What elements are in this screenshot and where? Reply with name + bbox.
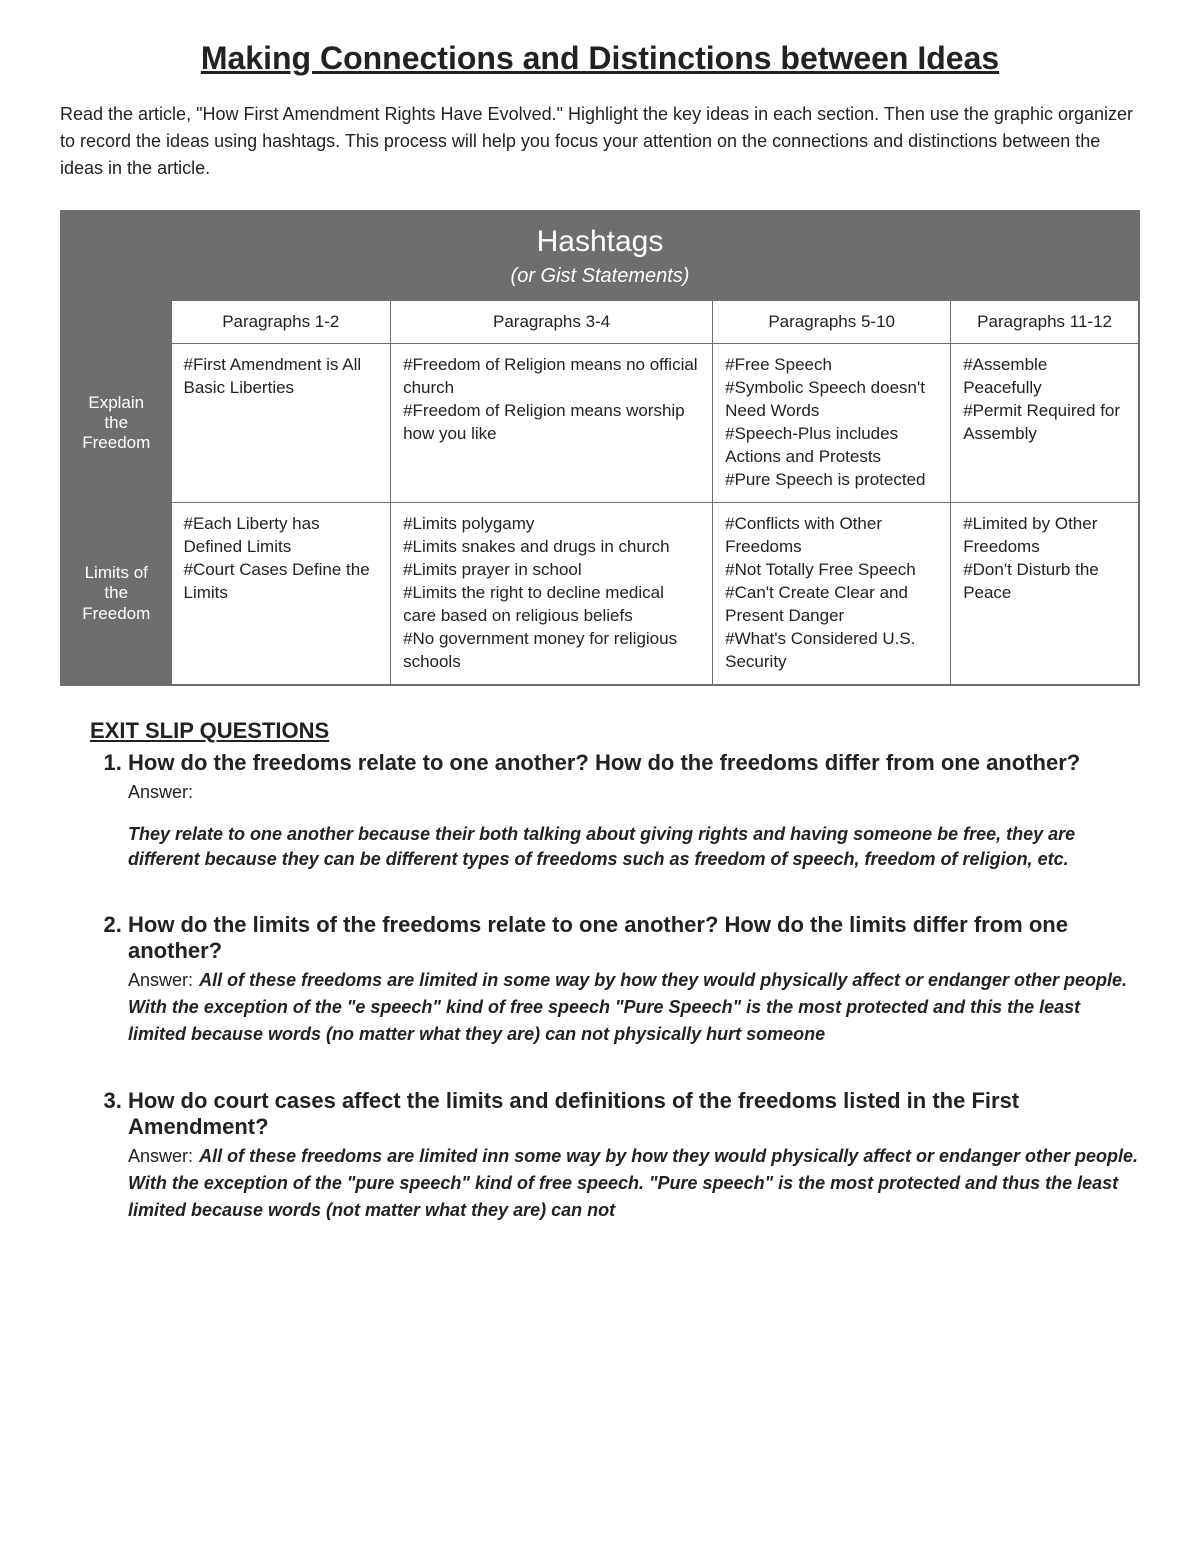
row-label-line: Freedom	[82, 433, 150, 452]
row-label-line: Explain	[88, 393, 144, 412]
row-label-line: Limits of	[85, 563, 148, 582]
questions-list: How do the freedoms relate to one anothe…	[100, 750, 1140, 1224]
table-column-header-row: Paragraphs 1-2 Paragraphs 3-4 Paragraphs…	[61, 300, 1139, 344]
answer-body: They relate to one another because their…	[128, 822, 1140, 872]
question-text: How do court cases affect the limits and…	[128, 1088, 1019, 1139]
intro-paragraph: Read the article, "How First Amendment R…	[60, 101, 1140, 182]
table-header-big: Hashtags	[74, 222, 1126, 263]
col-head-3: Paragraphs 5-10	[713, 300, 951, 344]
row-label-line: Freedom	[82, 604, 150, 623]
col-head-4: Paragraphs 11-12	[951, 300, 1139, 344]
cell: #First Amendment is All Basic Liberties	[171, 344, 391, 503]
question-item: How do court cases affect the limits and…	[128, 1088, 1140, 1224]
table-corner	[61, 300, 171, 344]
answer-label: Answer:	[128, 970, 193, 990]
question-item: How do the freedoms relate to one anothe…	[128, 750, 1140, 872]
table-main-header: Hashtags (or Gist Statements)	[61, 211, 1139, 300]
row-head-explain: Explain the Freedom	[61, 344, 171, 503]
table-row: Explain the Freedom #First Amendment is …	[61, 344, 1139, 503]
answer-body: All of these freedoms are limited inn so…	[128, 1146, 1138, 1220]
cell: #Each Liberty has Defined Limits#Court C…	[171, 503, 391, 685]
question-item: How do the limits of the freedoms relate…	[128, 912, 1140, 1048]
cell: #Conflicts with Other Freedoms#Not Total…	[713, 503, 951, 685]
cell: #Free Speech#Symbolic Speech doesn't Nee…	[713, 344, 951, 503]
exit-slip-heading: EXIT SLIP QUESTIONS	[90, 718, 1140, 744]
question-text: How do the freedoms relate to one anothe…	[128, 750, 1080, 775]
table-row: Limits of the Freedom #Each Liberty has …	[61, 503, 1139, 685]
answer-body: All of these freedoms are limited in som…	[128, 970, 1127, 1044]
question-text: How do the limits of the freedoms relate…	[128, 912, 1068, 963]
row-head-limits: Limits of the Freedom	[61, 503, 171, 685]
answer-label: Answer:	[128, 782, 193, 802]
col-head-1: Paragraphs 1-2	[171, 300, 391, 344]
table-header-sub: (or Gist Statements)	[74, 263, 1126, 290]
cell: #Assemble Peacefully#Permit Required for…	[951, 344, 1139, 503]
answer-label: Answer:	[128, 1146, 193, 1166]
cell: #Freedom of Religion means no official c…	[391, 344, 713, 503]
cell: #Limited by Other Freedoms#Don't Disturb…	[951, 503, 1139, 685]
hashtag-table: Hashtags (or Gist Statements) Paragraphs…	[60, 210, 1140, 686]
col-head-2: Paragraphs 3-4	[391, 300, 713, 344]
row-label-line: the	[104, 413, 128, 432]
row-label-line: the	[104, 583, 128, 602]
cell: #Limits polygamy#Limits snakes and drugs…	[391, 503, 713, 685]
page-title: Making Connections and Distinctions betw…	[60, 40, 1140, 77]
